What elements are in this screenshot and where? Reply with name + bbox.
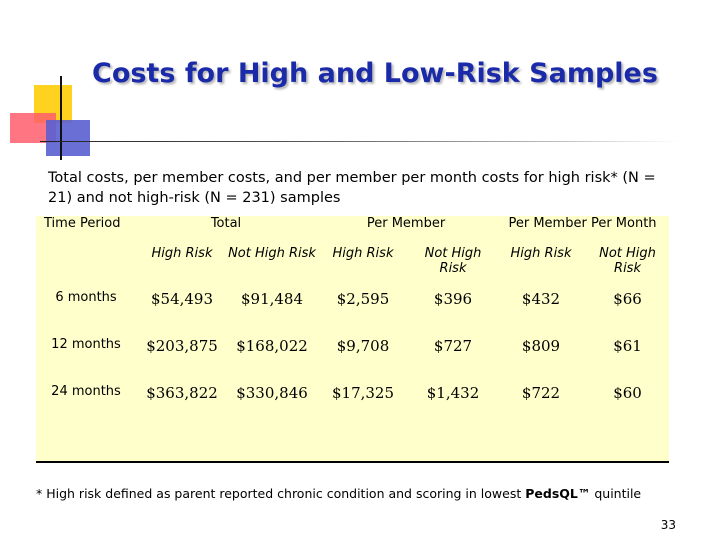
cell-total-high-risk: $203,875	[146, 337, 218, 355]
cell-pmpm-high-risk: $432	[521, 290, 561, 308]
cell-total-not-high-risk: $168,022	[236, 337, 308, 355]
table-caption: Total costs, per member costs, and per m…	[48, 170, 656, 206]
cell-total-not-high-risk: $91,484	[240, 290, 304, 308]
cost-table: Time Period Total Per Member Per Member …	[36, 216, 669, 431]
cell-per-member-high-risk: $2,595	[336, 290, 390, 308]
header-group-per-member-per-month: Per Member Per Month	[508, 216, 657, 231]
subheader-per-member-high-risk: High Risk	[332, 246, 394, 261]
footnote-tail: quintile	[590, 486, 642, 501]
cell-pmpm-high-risk: $722	[521, 384, 561, 402]
table-group-header-row: Time Period Total Per Member Per Member …	[36, 216, 669, 246]
header-group-per-member: Per Member	[366, 216, 446, 231]
cell-per-member-high-risk: $17,325	[331, 384, 395, 402]
cell-total-not-high-risk: $330,846	[236, 384, 308, 402]
table-row: 24 months $363,822 $330,846 $17,325 $1,4…	[36, 384, 669, 431]
table-subheader-row: High Risk Not High Risk High Risk Not Hi…	[36, 246, 669, 290]
decorative-vertical-line	[60, 76, 62, 160]
cell-pmpm-high-risk: $809	[521, 337, 561, 355]
row-period: 24 months	[51, 384, 121, 399]
row-period: 6 months	[55, 290, 117, 305]
slide-title: Costs for High and Low-Risk Samples	[92, 58, 658, 89]
subheader-total-not-high-risk: Not High Risk	[228, 246, 316, 261]
cell-total-high-risk: $363,822	[146, 384, 218, 402]
cell-pmpm-not-high-risk: $61	[613, 337, 642, 355]
cell-total-high-risk: $54,493	[150, 290, 214, 308]
page-number: 33	[660, 518, 676, 532]
cell-per-member-not-high-risk: $727	[433, 337, 473, 355]
cell-per-member-high-risk: $9,708	[336, 337, 390, 355]
decorative-blue-square	[46, 120, 90, 156]
table-row: 12 months $203,875 $168,022 $9,708 $727 …	[36, 337, 669, 384]
cell-per-member-not-high-risk: $396	[433, 290, 473, 308]
subheader-per-member-not-high-risk: Not High Risk	[424, 246, 482, 276]
cell-pmpm-not-high-risk: $66	[613, 290, 642, 308]
title-underline	[40, 141, 680, 142]
header-time-period: Time Period	[44, 216, 121, 231]
footnote-pedsql: PedsQL™	[525, 486, 591, 501]
subheader-pmpm-not-high-risk: Not High Risk	[599, 246, 656, 276]
subheader-total-high-risk: High Risk	[151, 246, 213, 261]
subheader-pmpm-high-risk: High Risk	[510, 246, 572, 261]
footnote: * High risk defined as parent reported c…	[36, 486, 676, 502]
cell-per-member-not-high-risk: $1,432	[426, 384, 480, 402]
table-row: 6 months $54,493 $91,484 $2,595 $396 $43…	[36, 290, 669, 337]
cost-table-panel: Time Period Total Per Member Per Member …	[36, 216, 669, 463]
row-period: 12 months	[51, 337, 121, 352]
cell-pmpm-not-high-risk: $60	[613, 384, 642, 402]
footnote-text: * High risk defined as parent reported c…	[36, 486, 526, 501]
header-group-total: Total	[210, 216, 242, 231]
header-empty-cell	[36, 246, 136, 290]
